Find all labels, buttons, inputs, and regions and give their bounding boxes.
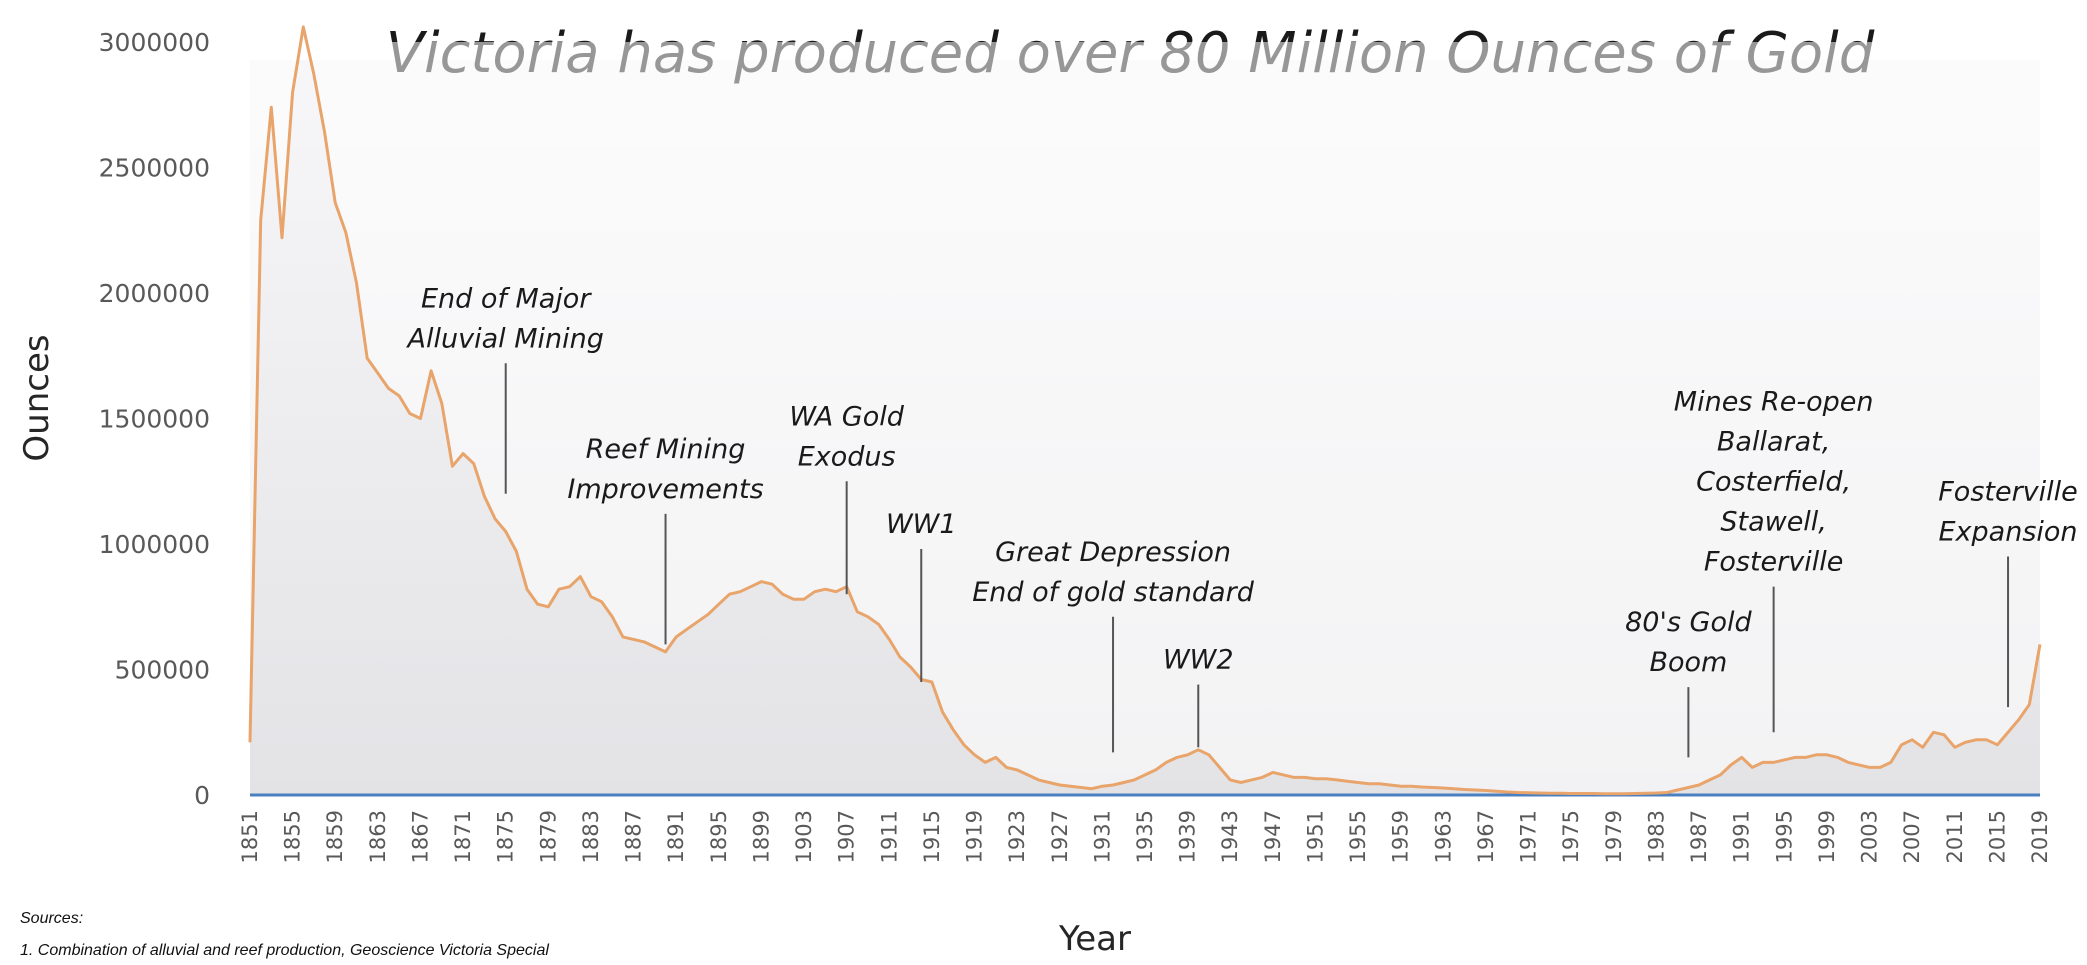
y-tick-label: 500000 — [115, 656, 210, 685]
x-tick-label: 1955 — [1346, 810, 1370, 863]
x-tick-label: 1931 — [1090, 810, 1114, 863]
annotation-label: Fosterville — [1704, 547, 1844, 578]
x-tick-label: 1951 — [1303, 810, 1327, 863]
x-tick-label: 1963 — [1431, 810, 1455, 863]
annotation-label: Mines Re-open — [1674, 387, 1874, 418]
y-tick-label: 2500000 — [99, 154, 210, 183]
x-tick-label: 1995 — [1772, 810, 1796, 863]
x-tick-label: 1887 — [622, 810, 646, 863]
x-tick-label: 1911 — [877, 810, 901, 863]
x-tick-label: 1855 — [281, 810, 305, 863]
x-tick-label: 1923 — [1005, 810, 1029, 863]
annotation-label: Great Depression — [995, 537, 1231, 568]
x-tick-label: 1859 — [323, 810, 347, 863]
x-tick-label: 1871 — [451, 810, 475, 863]
x-tick-label: 1983 — [1644, 810, 1668, 863]
annotation-label: 80's Gold — [1625, 607, 1752, 638]
annotation-label: End of Major — [421, 283, 592, 314]
y-axis-ticks: 3000000 2500000 2000000 1500000 1000000 50000… — [99, 28, 210, 810]
annotation-label: Exodus — [798, 441, 896, 472]
x-tick-label: 1943 — [1218, 810, 1242, 863]
annotation-label: Reef Mining — [586, 434, 746, 465]
x-tick-label: 1971 — [1517, 810, 1541, 863]
x-tick-label: 1863 — [366, 810, 390, 863]
x-tick-label: 1979 — [1602, 810, 1626, 863]
y-tick-label: 2000000 — [99, 279, 210, 308]
x-axis-ticks: 1851 1855 1859 1863 1867 1871 1875 1879 1883 1887… — [238, 810, 2052, 863]
annotations: End of Major Alluvial Mining Reef Mining Im… — [406, 283, 2078, 758]
y-axis-label: Ounces — [17, 334, 57, 461]
series-line-gold-ounces — [248, 25, 2042, 796]
x-tick-label: 1999 — [1815, 810, 1839, 863]
x-tick-label: 1947 — [1261, 810, 1285, 863]
sources-item: 1. Combination of alluvial and reef prod… — [20, 942, 549, 959]
annotation-label: Fosterville — [1938, 477, 2078, 508]
x-axis-label: Year — [1058, 919, 1131, 959]
sources-note: Sources: 1. Combination of alluvial and … — [20, 905, 720, 959]
x-tick-label: 1903 — [792, 810, 816, 863]
x-tick-label: 1919 — [963, 810, 987, 863]
x-tick-label: 2007 — [1900, 810, 1924, 863]
x-tick-label: 1991 — [1730, 810, 1754, 863]
x-tick-label: 1875 — [494, 810, 518, 863]
x-tick-label: 1891 — [664, 810, 688, 863]
x-tick-label: 2011 — [1943, 810, 1967, 863]
x-tick-label: 1975 — [1559, 810, 1583, 863]
annotation-label: Expansion — [1939, 517, 2078, 548]
annotation-label: Stawell, — [1720, 507, 1827, 538]
x-tick-label: 1883 — [579, 810, 603, 863]
x-tick-label: 1851 — [238, 810, 262, 863]
y-tick-label: 3000000 — [99, 28, 210, 57]
x-tick-label: 1879 — [536, 810, 560, 863]
x-tick-label: 1899 — [749, 810, 773, 863]
annotation-label: End of gold standard — [972, 577, 1254, 608]
annotation-label: Alluvial Mining — [406, 323, 604, 354]
x-tick-label: 1927 — [1048, 810, 1072, 863]
x-tick-label: 1935 — [1133, 810, 1157, 863]
x-tick-label: 1907 — [835, 810, 859, 863]
y-tick-label: 1000000 — [99, 530, 210, 559]
annotation-label: Costerfield, — [1696, 467, 1851, 498]
x-tick-label: 1867 — [408, 810, 432, 863]
production-area — [250, 26, 2040, 794]
sources-heading: Sources: — [20, 910, 84, 927]
annotation-label: WW2 — [1163, 645, 1234, 676]
x-tick-label: 2019 — [2028, 810, 2052, 863]
y-tick-label: 0 — [194, 781, 210, 810]
x-tick-label: 1987 — [1687, 810, 1711, 863]
y-tick-label: 1500000 — [99, 405, 210, 434]
x-tick-label: 1959 — [1389, 810, 1413, 863]
annotation-label: Boom — [1649, 647, 1727, 678]
annotation-label: WA Gold — [789, 401, 904, 432]
annotation-label: Ballarat, — [1717, 427, 1830, 458]
x-tick-label: 2003 — [1858, 810, 1882, 863]
x-tick-label: 1895 — [707, 810, 731, 863]
x-tick-label: 2015 — [1985, 810, 2009, 863]
annotation-label: WW1 — [886, 509, 957, 540]
x-tick-label: 1915 — [920, 810, 944, 863]
x-tick-label: 1939 — [1176, 810, 1200, 863]
x-tick-label: 1967 — [1474, 810, 1498, 863]
annotation-label: Improvements — [567, 474, 763, 505]
